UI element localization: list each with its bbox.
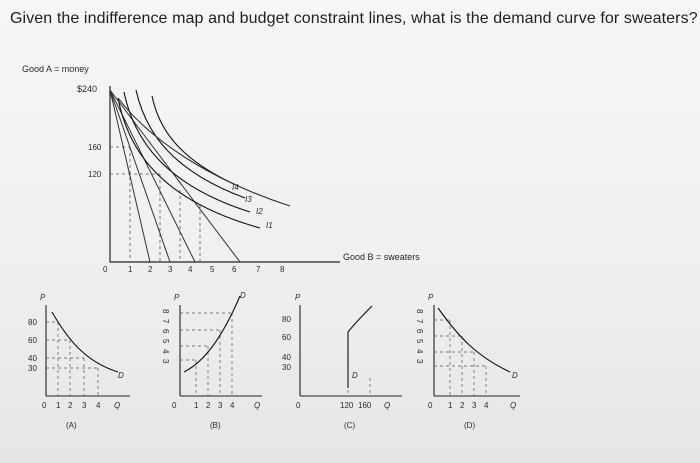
main-y-tick-120: 120 (88, 170, 102, 179)
option-c-graph (299, 305, 402, 397)
option-c-x-tick: 120 (340, 401, 354, 410)
question-text: Given the indifference map and budget co… (10, 10, 698, 27)
option-d-y-tick: 5 (415, 339, 424, 344)
option-d-y-tick: 8 (415, 309, 424, 314)
option-b-y-tick: 8 (161, 309, 170, 314)
option-d-x-tick: 3 (472, 401, 477, 410)
option-c-y-tick: 80 (282, 315, 291, 324)
option-d-graph (433, 305, 520, 397)
option-a-y-tick: 40 (28, 354, 37, 363)
indifference-curves (117, 89, 291, 229)
option-d-y-tick: 6 (415, 329, 424, 334)
curve-i2 (123, 91, 251, 213)
option-d-demand-curve (437, 307, 511, 373)
option-b-x-tick: 1 (194, 401, 199, 410)
option-b-origin: 0 (172, 401, 177, 410)
option-b-x-tick: 2 (206, 401, 211, 410)
option-a-p-label: P (40, 293, 46, 302)
option-d-y-tick: 4 (415, 349, 424, 354)
main-y-tick-160: 160 (88, 143, 102, 152)
main-graph (109, 86, 340, 263)
main-x-axis-label: Good B = sweaters (343, 252, 420, 262)
option-a-curve-label: D (118, 371, 124, 380)
option-c-p-label: P (295, 293, 301, 302)
main-x-ticks: 1 2 3 4 5 6 7 8 (128, 265, 285, 274)
option-b-demand-curve (183, 295, 241, 373)
curve-label-i4: I4 (232, 183, 239, 192)
option-d-curve-label: D (512, 371, 518, 380)
main-guides (110, 146, 201, 262)
main-x-tick: 3 (168, 265, 173, 274)
option-c-y-tick: 40 (282, 353, 291, 362)
main-x-tick: 8 (280, 265, 285, 274)
option-a-graph (45, 305, 130, 397)
curve-i1 (117, 97, 261, 229)
option-d-p-label: P (428, 293, 434, 302)
main-y-axis-label: Good A = money (22, 64, 89, 74)
main-x-origin: 0 (103, 265, 108, 274)
main-x-tick: 1 (128, 265, 133, 274)
option-a-y-tick: 30 (28, 364, 37, 373)
option-b-y-tick: 7 (161, 319, 170, 324)
option-d-x-tick: 2 (460, 401, 465, 410)
option-a-x-tick: 4 (96, 401, 101, 410)
curve-label-i1: I1 (266, 221, 273, 230)
option-a-x-tick: 2 (68, 401, 73, 410)
option-a-y-tick: 60 (28, 336, 37, 345)
curve-i4 (151, 95, 237, 186)
main-x-tick: 6 (232, 265, 237, 274)
option-c-y-tick: 30 (282, 363, 291, 372)
option-c-letter: (C) (344, 421, 355, 430)
curve-label-i2: I2 (256, 207, 263, 216)
option-a-q-label: Q (114, 401, 120, 410)
option-c-q-label: Q (384, 401, 390, 410)
option-b-y-tick: 6 (161, 329, 170, 334)
main-y-top-value: $240 (77, 84, 97, 94)
option-d-x-tick: 4 (484, 401, 489, 410)
option-c-x-tick: 160 (358, 401, 372, 410)
curve-label-i3: I3 (245, 195, 252, 204)
option-d-x-tick: 1 (448, 401, 453, 410)
curve-aux (117, 97, 291, 207)
option-a-y-tick: 80 (28, 318, 37, 327)
option-b-x-tick: 4 (230, 401, 235, 410)
main-x-tick: 4 (188, 265, 193, 274)
main-x-tick: 5 (210, 265, 215, 274)
main-x-tick: 2 (148, 265, 153, 274)
option-d-origin: 0 (428, 401, 433, 410)
budget-lines (109, 89, 241, 263)
option-b-p-label: P (174, 293, 180, 302)
option-b-letter: (B) (210, 421, 221, 430)
option-a-letter: (A) (66, 421, 77, 430)
option-b-curve-label: D (240, 291, 246, 300)
option-d-q-label: Q (510, 401, 516, 410)
option-c-y-tick: 60 (282, 333, 291, 342)
option-b-y-tick: 3 (161, 359, 170, 364)
option-a-origin: 0 (42, 401, 47, 410)
curve-i3 (135, 89, 246, 199)
option-b-x-tick: 3 (218, 401, 223, 410)
option-d-y-tick: 3 (415, 359, 424, 364)
option-a-x-tick: 1 (56, 401, 61, 410)
option-c-origin: 0 (296, 401, 301, 410)
option-b-graph (179, 295, 262, 397)
option-c-demand-curve (347, 305, 373, 388)
option-d-letter: (D) (464, 421, 475, 430)
option-c-curve-label: D (352, 371, 358, 380)
option-d-y-tick: 7 (415, 319, 424, 324)
curve-labels: I4 I3 I2 I1 (232, 183, 273, 230)
option-a-x-tick: 3 (82, 401, 87, 410)
option-b-y-tick: 5 (161, 339, 170, 344)
option-b-y-tick: 4 (161, 349, 170, 354)
main-x-tick: 7 (256, 265, 261, 274)
option-a-demand-curve (51, 311, 119, 373)
option-b-q-label: Q (254, 401, 260, 410)
